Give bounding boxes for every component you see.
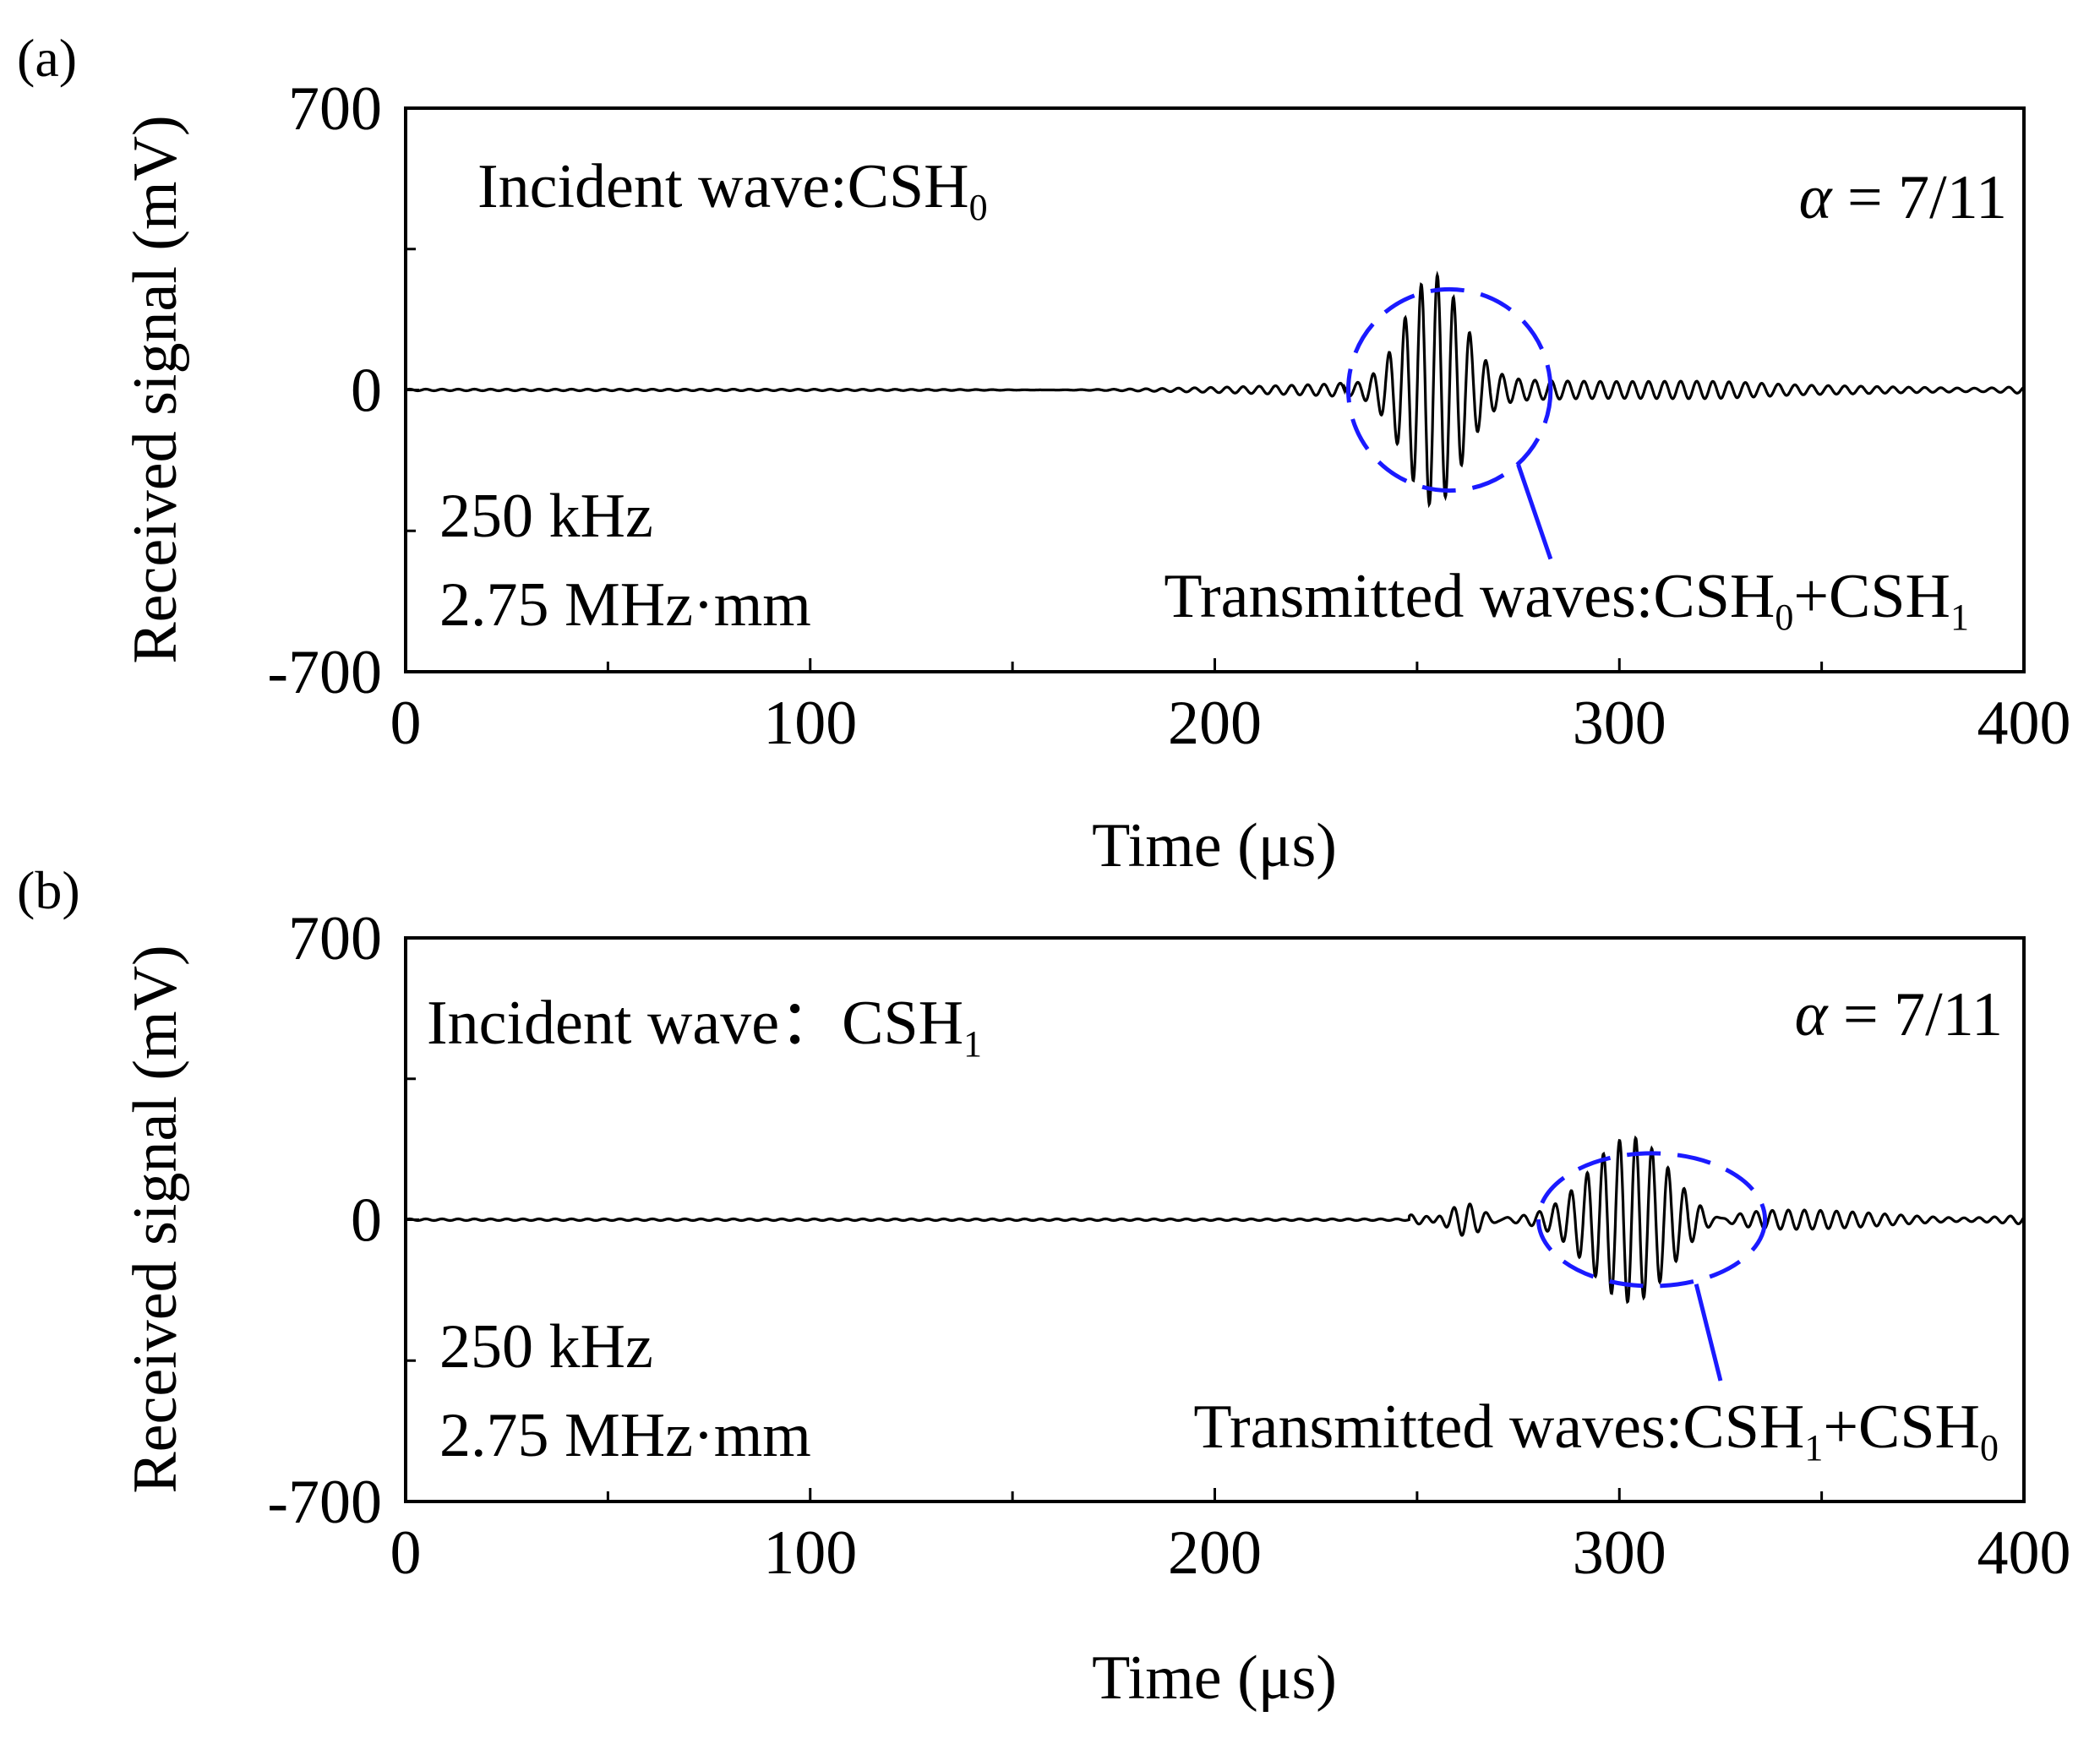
panel-a-frequency-label: 250 kHz [439,482,653,551]
panel-a-transmitted-label: Transmitted waves:CSH0+CSH1 [1164,562,1969,638]
panel-a-x-label: Time (μs) [1092,811,1337,880]
panel-b-highlight-circle [1536,1151,1768,1289]
panel-b-x-axis: 0 100 200 300 400 [390,1488,2071,1588]
x-tick-label: 300 [1573,689,1666,758]
panel-b-alpha-label: α = 7/11 [1795,980,2003,1049]
panel-b-transmitted-label: Transmitted waves:CSH1+CSH0 [1193,1392,1999,1469]
panel-b-signal-series [405,1135,2026,1305]
x-tick-label: 200 [1168,1518,1262,1588]
panel-a-leader-line [1516,463,1553,560]
x-tick-label: 100 [763,689,857,758]
panel-a-label: (a) [17,28,77,88]
x-tick-label: 300 [1573,1518,1666,1588]
panel-b-y-label: Received signal (mV) [121,945,190,1493]
y-tick-label: -700 [267,1468,382,1537]
panel-b-x-label: Time (μs) [1092,1643,1337,1713]
x-tick-label: 200 [1168,689,1262,758]
y-tick-label: -700 [267,638,382,707]
panel-b-fd-label: 2.75 MHz·mm [439,1401,811,1470]
y-tick-label: 700 [288,904,382,973]
panel-a-x-axis: 0 100 200 300 400 [390,658,2071,758]
y-tick-label: 0 [351,1186,382,1256]
panel-a-signal-series [405,270,2025,509]
y-tick-label: 700 [288,74,382,144]
panel-a-y-label: Received signal (mV) [121,115,190,663]
panel-b-frequency-label: 250 kHz [439,1312,653,1382]
panel-b-label: (b) [17,860,80,920]
x-tick-label: 100 [763,1518,857,1588]
x-tick-label: 400 [1977,689,2071,758]
x-tick-label: 400 [1977,1518,2071,1588]
x-tick-label: 0 [390,689,422,758]
panel-b-y-axis: 700 0 -700 [267,904,419,1537]
panel-a-alpha-label: α = 7/11 [1799,163,2007,232]
panel-a-highlight-circle [1345,286,1553,493]
x-tick-label: 0 [390,1518,422,1588]
panel-a-fd-label: 2.75 MHz·mm [439,570,811,640]
y-tick-label: 0 [351,357,382,426]
panel-a-y-axis: 700 0 -700 [267,74,419,707]
panel-b-leader-line [1694,1283,1723,1382]
panel-b-incident-label: Incident wave：CSH1 [427,989,982,1065]
panel-a-incident-label: Incident wave:CSH0 [477,152,988,228]
